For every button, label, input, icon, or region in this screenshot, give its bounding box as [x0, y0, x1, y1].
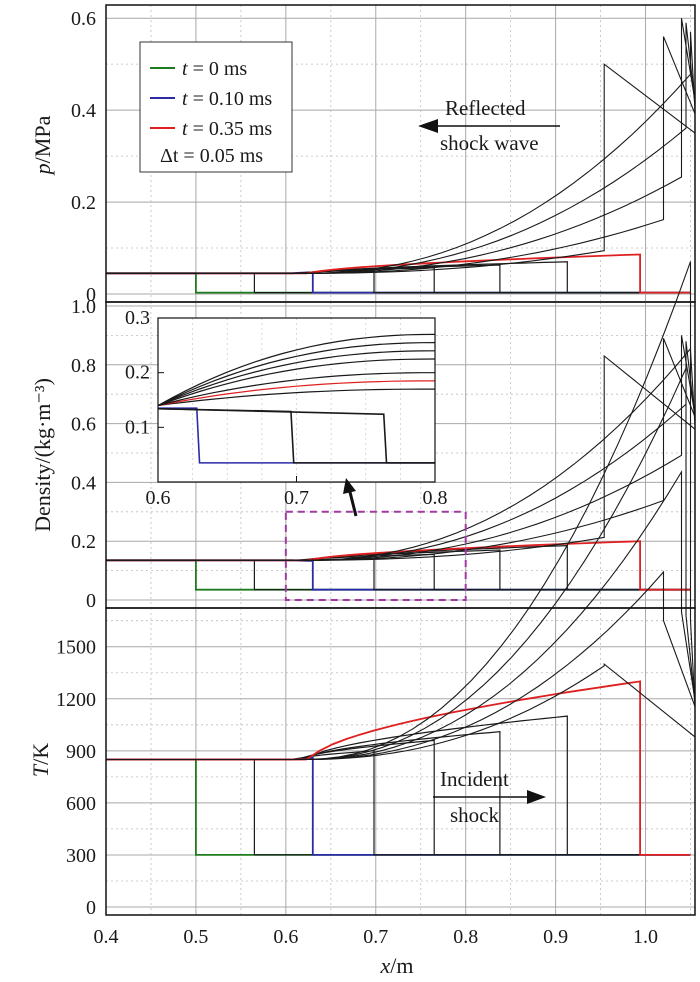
y-tick-label: 1500 [56, 637, 96, 659]
y-tick-label: 0 [86, 284, 96, 306]
inset-series-line [157, 388, 435, 407]
x-tick-label: 0.4 [94, 926, 119, 948]
series-line-incident [106, 756, 691, 856]
y-tick-label: 0.6 [71, 414, 96, 436]
inset-x-tick-label: 0.6 [146, 487, 171, 509]
reflected-arrow-head [418, 119, 438, 133]
x-tick-label: 0.9 [543, 926, 568, 948]
inset-y-tick-label: 0.2 [125, 362, 150, 384]
inset-highlight-box [284, 510, 467, 601]
y-tick-label: 300 [66, 845, 96, 867]
y-tick-label: 900 [66, 741, 96, 763]
density-inset: 0.6 0.7 0.8 0.1 0.2 0.3 [125, 307, 448, 509]
y-tick-label: 0.4 [71, 100, 96, 122]
series-line-reflected [106, 347, 696, 561]
y-tick-label: 1200 [56, 689, 96, 711]
series-line-reflected [106, 31, 696, 274]
y-tick-label: 0 [86, 897, 96, 919]
panel-frame [105, 607, 696, 916]
incident-label-line2: shock [450, 803, 499, 827]
ylabel-pressure: p/MPa [30, 115, 55, 176]
y-tick-label: 0.2 [71, 192, 96, 214]
inset-series-line [157, 372, 435, 407]
x-tick-label: 0.5 [183, 926, 208, 948]
inset-y-tick-label: 0.3 [125, 307, 150, 329]
inset-x-tick-label: 0.7 [284, 487, 309, 509]
series-line-reflected [106, 261, 696, 761]
series-line-incident [106, 558, 691, 591]
incident-shock-annotation: Incident shock [433, 767, 546, 827]
inset-series-line [157, 333, 436, 407]
y-tick-label: 1.0 [71, 296, 96, 318]
y-tick-label: 0.2 [71, 531, 96, 553]
x-tick-label: 1.0 [633, 926, 658, 948]
y-tick-label: 0.8 [71, 355, 96, 377]
incident-arrow-head [527, 790, 546, 804]
ylabel-density: Density/(kg·m⁻³) [30, 378, 55, 532]
inset-series-line [157, 350, 436, 407]
inset-x-tick-label: 0.8 [423, 487, 448, 509]
series-line-incident [106, 739, 691, 856]
reflected-shock-annotation: Reflected shock wave [418, 96, 560, 155]
y-tick-label: 600 [66, 793, 96, 815]
legend-entry-t010: t = 0.10 ms [182, 88, 272, 110]
xlabel: x/m [380, 953, 414, 978]
series-line-incident [106, 272, 691, 294]
series-line-incident [106, 559, 691, 591]
series-line-incident [106, 758, 691, 856]
temperature-panel: 0 300 600 900 1200 1500 0.4 0.5 0.6 0.7 0.8 0.9 1.0 [56, 261, 696, 948]
inset-frame [157, 317, 436, 483]
inset-series-line [157, 407, 435, 464]
series-line-incident [106, 758, 691, 856]
reflected-label-line1: Reflected [445, 96, 526, 120]
series-line-incident [106, 540, 691, 591]
inset-pointer-arrow [343, 478, 358, 517]
y-tick-label: 0 [86, 590, 96, 612]
series-line-incident [106, 731, 691, 856]
reflected-label-line2: shock wave [440, 131, 539, 155]
series-line-incident [106, 559, 691, 591]
ylabel-temperature: T/K [28, 743, 53, 777]
inset-series-line [157, 342, 436, 407]
inset-y-tick-label: 0.1 [125, 416, 150, 438]
x-tick-label: 0.6 [273, 926, 298, 948]
x-tick-label: 0.7 [363, 926, 388, 948]
series-line-incident [106, 559, 691, 591]
legend-box: t = 0 ms t = 0.10 ms t = 0.35 ms Δt = 0.… [139, 41, 293, 173]
series-line-incident [106, 271, 691, 294]
legend-entry-t035: t = 0.35 ms [182, 118, 272, 140]
incident-label-line1: Incident [440, 767, 509, 791]
pressure-panel: 0 0.2 0.4 0.6 [71, 4, 696, 306]
inset-series-line [157, 358, 436, 407]
inset-series-line [157, 380, 435, 407]
x-tick-label: 0.8 [453, 926, 478, 948]
y-tick-label: 0.4 [71, 472, 96, 494]
legend-note-dt: Δt = 0.05 ms [160, 145, 263, 167]
legend-entry-t0: t = 0 ms [182, 58, 247, 80]
series-line-reflected [106, 469, 696, 761]
series-line-incident [106, 272, 691, 294]
y-tick-label: 0.6 [71, 8, 96, 30]
